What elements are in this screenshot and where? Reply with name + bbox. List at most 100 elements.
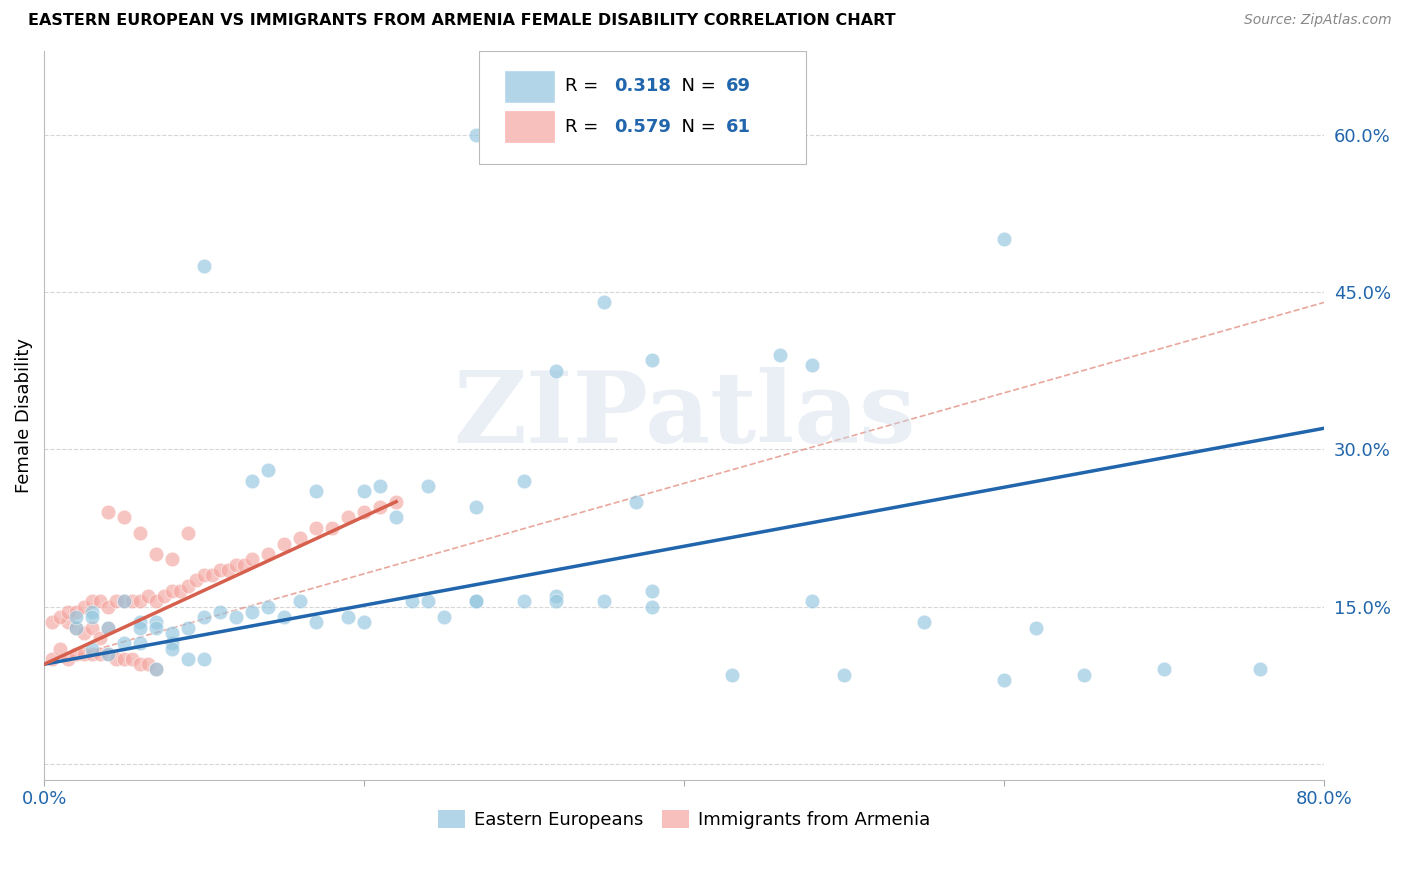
Point [305,521,328,535]
Point [513,594,536,608]
Point [257,547,280,561]
Point [993,673,1015,687]
Text: ZIPatlas: ZIPatlas [453,367,915,464]
Point [97,647,120,661]
Point [65,621,87,635]
Point [337,610,360,624]
Point [801,594,824,608]
Point [97,599,120,614]
Point [257,599,280,614]
Point [1025,621,1047,635]
FancyBboxPatch shape [479,51,806,163]
Text: 61: 61 [727,119,751,136]
Point [401,594,423,608]
Point [546,363,568,377]
Text: 69: 69 [727,78,751,95]
Point [240,605,263,619]
Point [546,594,568,608]
Point [368,479,391,493]
Point [593,295,616,310]
Text: 0.579: 0.579 [614,119,671,136]
Point [129,636,152,650]
Point [1249,663,1271,677]
Point [193,652,215,666]
Point [321,521,343,535]
Point [65,610,87,624]
Point [721,667,744,681]
Point [912,615,935,630]
Point [177,578,200,592]
Point [513,474,536,488]
Point [97,647,120,661]
Point [465,500,488,514]
Point [65,605,87,619]
Point [89,631,111,645]
Y-axis label: Female Disability: Female Disability [15,338,32,492]
Point [65,621,87,635]
Point [112,652,135,666]
Text: EASTERN EUROPEAN VS IMMIGRANTS FROM ARMENIA FEMALE DISABILITY CORRELATION CHART: EASTERN EUROPEAN VS IMMIGRANTS FROM ARME… [28,13,896,29]
Point [160,636,183,650]
Point [82,610,104,624]
Point [273,610,295,624]
Point [641,353,664,368]
Point [416,479,439,493]
Point [353,505,375,519]
Point [112,594,135,608]
Point [993,232,1015,246]
FancyBboxPatch shape [505,112,554,142]
Point [1153,663,1175,677]
Point [433,610,456,624]
Point [136,657,159,672]
Point [305,484,328,499]
Point [82,621,104,635]
Point [337,510,360,524]
Point [145,594,167,608]
Text: Source: ZipAtlas.com: Source: ZipAtlas.com [1244,13,1392,28]
Point [641,599,664,614]
Point [465,128,488,142]
Point [112,510,135,524]
Point [89,647,111,661]
Point [49,610,72,624]
Point [769,348,792,362]
Point [105,652,128,666]
Point [305,615,328,630]
Point [160,552,183,566]
Point [593,594,616,608]
Point [89,594,111,608]
Legend: Eastern Europeans, Immigrants from Armenia: Eastern Europeans, Immigrants from Armen… [432,803,938,836]
Point [288,532,311,546]
Point [193,610,215,624]
Text: 0.318: 0.318 [614,78,671,95]
Point [112,594,135,608]
Point [82,647,104,661]
Point [160,583,183,598]
Point [641,583,664,598]
Text: R =: R = [565,78,605,95]
Point [145,615,167,630]
Point [240,474,263,488]
Point [225,558,247,572]
Point [56,605,79,619]
Point [832,667,855,681]
Point [160,625,183,640]
Point [153,589,176,603]
Point [546,589,568,603]
Point [97,621,120,635]
Point [1073,667,1095,681]
Point [193,259,215,273]
Point [273,536,295,550]
Point [145,663,167,677]
Point [465,594,488,608]
Point [385,510,408,524]
Point [97,505,120,519]
Point [288,594,311,608]
Point [73,647,96,661]
Point [112,636,135,650]
Point [73,625,96,640]
Point [136,589,159,603]
Point [145,621,167,635]
Point [73,599,96,614]
Text: N =: N = [671,78,721,95]
